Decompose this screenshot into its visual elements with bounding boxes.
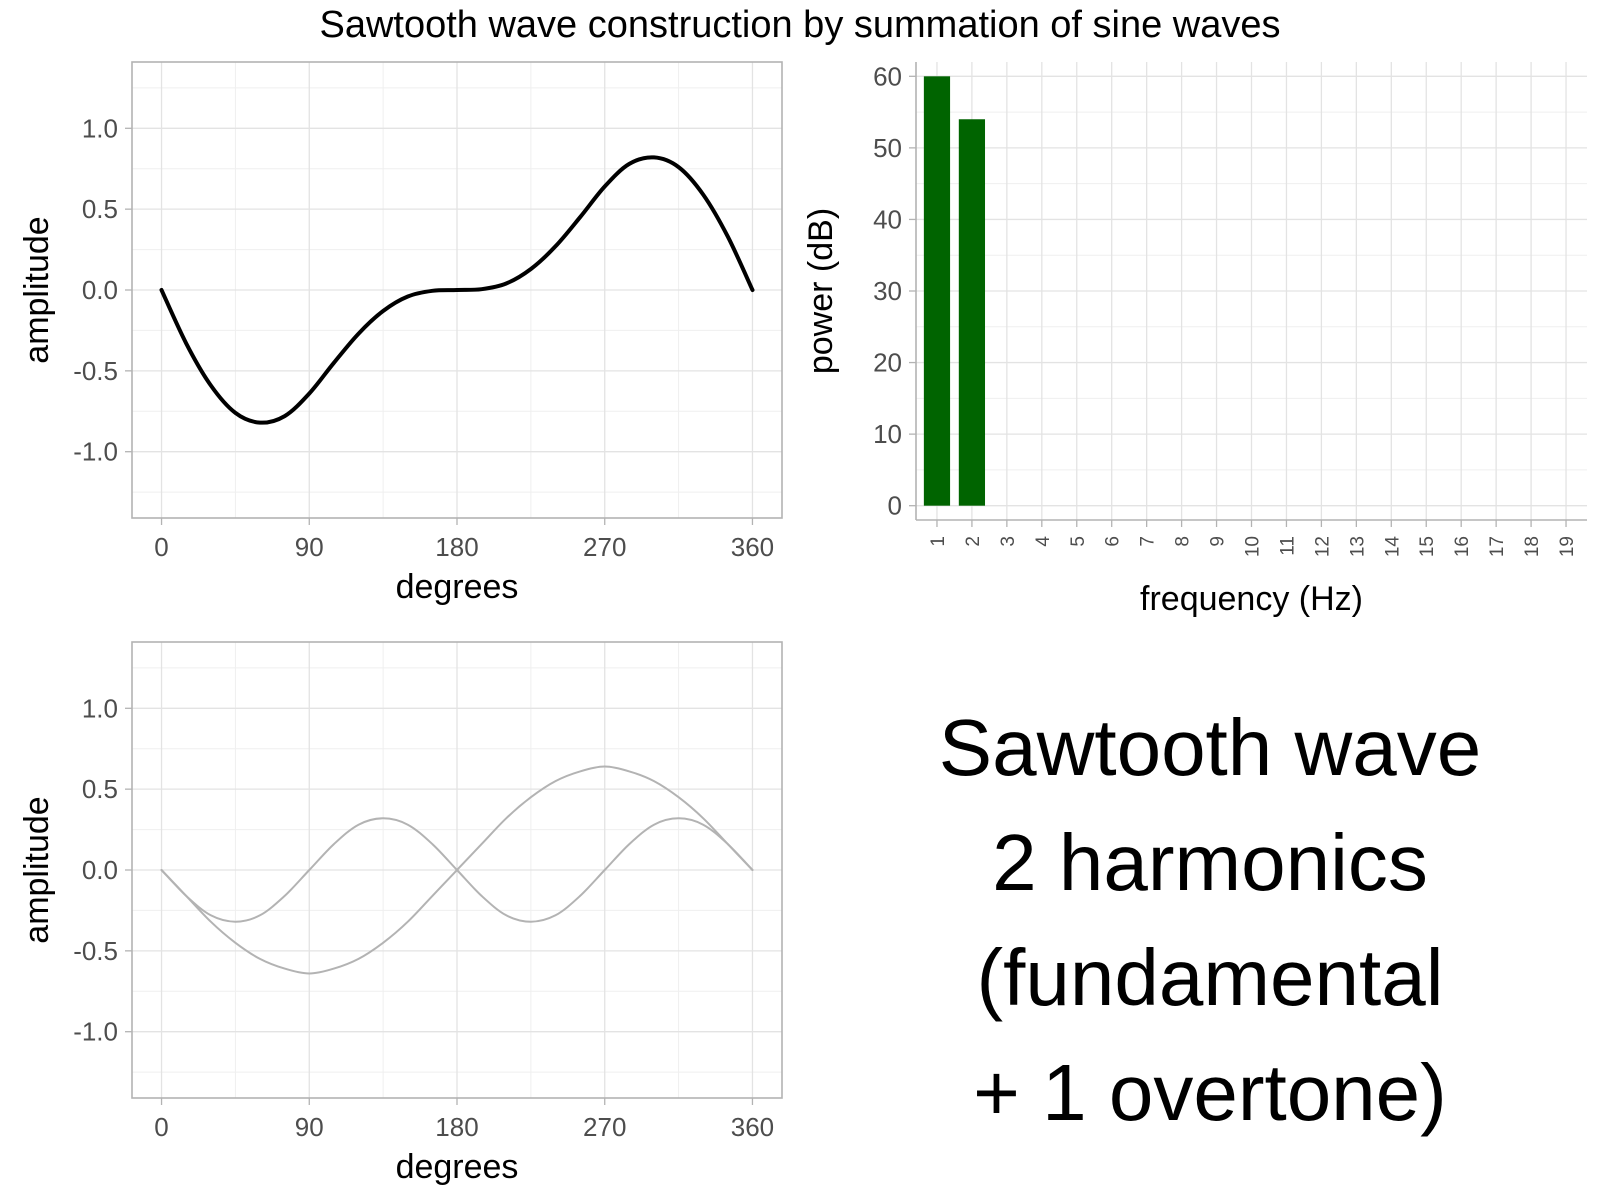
- y-axis-label: power (dB): [802, 208, 840, 374]
- x-tick-label: 1: [928, 536, 949, 547]
- x-tick-label: 360: [731, 1112, 774, 1142]
- x-tick-label: 270: [583, 1112, 626, 1142]
- x-tick-label: 2: [963, 536, 984, 547]
- x-tick-label: 4: [1033, 536, 1054, 547]
- y-tick-label: -0.5: [73, 356, 118, 386]
- x-tick-label: 180: [435, 532, 478, 562]
- x-tick-label: 10: [1243, 536, 1264, 557]
- x-tick-label: 13: [1347, 536, 1368, 557]
- x-axis-label: degrees: [396, 1148, 519, 1186]
- panel-border: [131, 61, 783, 519]
- series-line: [159, 155, 755, 425]
- caption-line: (fundamental: [976, 933, 1444, 1022]
- x-tick-label: 8: [1173, 536, 1194, 547]
- x-tick-label: 5: [1068, 536, 1089, 547]
- x-tick-label: 16: [1452, 536, 1473, 557]
- y-tick-label: -1.0: [73, 437, 118, 467]
- x-axis-label: frequency (Hz): [1140, 580, 1363, 618]
- y-tick-label: 0.0: [82, 855, 118, 885]
- y-tick-label: 1.0: [82, 113, 118, 143]
- x-tick-label: 360: [731, 532, 774, 562]
- y-tick-label: 60: [873, 61, 902, 91]
- x-tick-label: 90: [295, 1112, 324, 1142]
- y-axis-label: amplitude: [18, 216, 56, 363]
- x-axis-label: degrees: [396, 568, 519, 606]
- caption-text: Sawtooth wave 2 harmonics (fundamental +…: [880, 690, 1540, 1150]
- x-tick-label: 14: [1382, 536, 1403, 558]
- x-tick-label: 0: [154, 1112, 168, 1142]
- x-tick-label: 3: [998, 536, 1019, 547]
- y-tick-label: 10: [873, 419, 902, 449]
- figure-title: Sawtooth wave construction by summation …: [319, 4, 1281, 46]
- caption-line: Sawtooth wave: [938, 703, 1482, 792]
- x-tick-label: 90: [295, 532, 324, 562]
- x-tick-label: 6: [1103, 536, 1124, 547]
- y-tick-label: 0.0: [82, 275, 118, 305]
- x-tick-label: 180: [435, 1112, 478, 1142]
- x-tick-label: 15: [1417, 536, 1438, 557]
- y-tick-label: 40: [873, 204, 902, 234]
- y-tick-label: -1.0: [73, 1017, 118, 1047]
- y-tick-label: 50: [873, 133, 902, 163]
- caption-line: + 1 overtone): [973, 1048, 1447, 1137]
- y-tick-label: 30: [873, 276, 902, 306]
- x-tick-label: 12: [1312, 536, 1333, 557]
- x-tick-label: 270: [583, 532, 626, 562]
- bar: [958, 119, 986, 506]
- sum-wave-chart: 0 90 180 270 360 1.0 0.5 0.0 -0.5 -1.0 degrees ampl…: [18, 61, 783, 606]
- y-tick-label: 20: [873, 348, 902, 378]
- x-tick-label: 18: [1522, 536, 1543, 557]
- y-tick-label: 1.0: [82, 693, 118, 723]
- y-tick-label: 0: [888, 491, 902, 521]
- bar: [923, 76, 951, 506]
- x-tick-label: 19: [1557, 536, 1578, 557]
- x-tick-label: 0: [154, 532, 168, 562]
- y-tick-label: 0.5: [82, 774, 118, 804]
- x-tick-label: 17: [1487, 536, 1508, 557]
- x-tick-label: 9: [1208, 536, 1229, 547]
- y-tick-label: -0.5: [73, 936, 118, 966]
- x-tick-label: 11: [1277, 536, 1298, 556]
- panel-border: [131, 641, 783, 1099]
- series-line: [160, 817, 754, 923]
- caption-line: 2 harmonics: [992, 818, 1428, 907]
- x-tick-label: 7: [1138, 536, 1159, 547]
- component-waves-chart: 0 90 180 270 360 1.0 0.5 0.0 -0.5 -1.0 degrees ampl…: [18, 641, 783, 1186]
- y-axis-label: amplitude: [18, 796, 56, 943]
- y-tick-label: 0.5: [82, 194, 118, 224]
